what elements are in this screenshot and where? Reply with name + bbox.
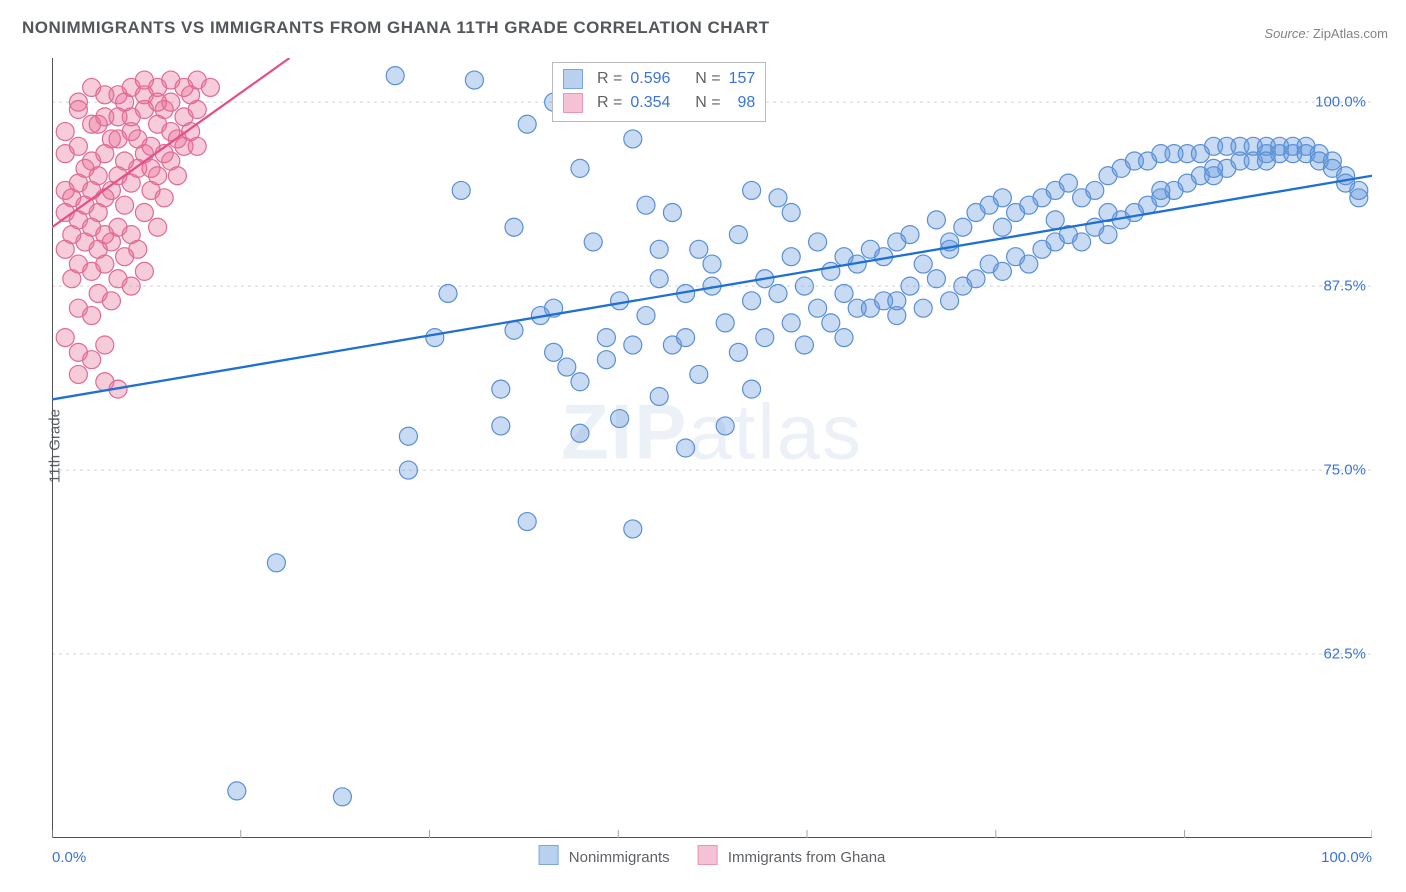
stat-r-label: R = xyxy=(597,91,622,115)
plot-area: ZIPatlas 62.5%75.0%87.5%100.0% 0.0% 100.… xyxy=(52,58,1372,838)
stat-swatch-nonimmigrants xyxy=(563,69,583,89)
stat-r-value-1: 0.354 xyxy=(630,91,670,115)
stat-legend: R = 0.596 N = 157 R = 0.354 N = 98 xyxy=(552,62,766,122)
stat-r-label: R = xyxy=(597,67,622,91)
chart-title: NONIMMIGRANTS VS IMMIGRANTS FROM GHANA 1… xyxy=(22,18,770,38)
legend-label-nonimmigrants: Nonimmigrants xyxy=(569,849,670,866)
stat-r-value-0: 0.596 xyxy=(630,67,670,91)
scatter-svg xyxy=(52,58,1372,838)
y-tick-label: 100.0% xyxy=(1315,94,1366,111)
stat-n-label: N = xyxy=(695,91,720,115)
legend-label-immigrants: Immigrants from Ghana xyxy=(728,849,886,866)
source-value: ZipAtlas.com xyxy=(1313,26,1388,41)
y-tick-label: 75.0% xyxy=(1323,462,1366,479)
bottom-legend: Nonimmigrants Immigrants from Ghana xyxy=(539,845,886,866)
x-tick-max: 100.0% xyxy=(1321,849,1372,866)
x-tick-min: 0.0% xyxy=(52,849,86,866)
stat-n-value-1: 98 xyxy=(729,91,756,115)
legend-item-immigrants: Immigrants from Ghana xyxy=(698,845,886,866)
source-label: Source: xyxy=(1264,26,1309,41)
y-tick-label: 87.5% xyxy=(1323,278,1366,295)
stat-row-immigrants: R = 0.354 N = 98 xyxy=(563,91,755,115)
legend-swatch-nonimmigrants xyxy=(539,845,559,865)
source-attribution: Source: ZipAtlas.com xyxy=(1264,26,1388,41)
y-tick-label: 62.5% xyxy=(1323,646,1366,663)
stat-row-nonimmigrants: R = 0.596 N = 157 xyxy=(563,67,755,91)
legend-swatch-immigrants xyxy=(698,845,718,865)
stat-n-label: N = xyxy=(695,67,720,91)
stat-swatch-immigrants xyxy=(563,93,583,113)
legend-item-nonimmigrants: Nonimmigrants xyxy=(539,845,670,866)
stat-n-value-0: 157 xyxy=(729,67,756,91)
